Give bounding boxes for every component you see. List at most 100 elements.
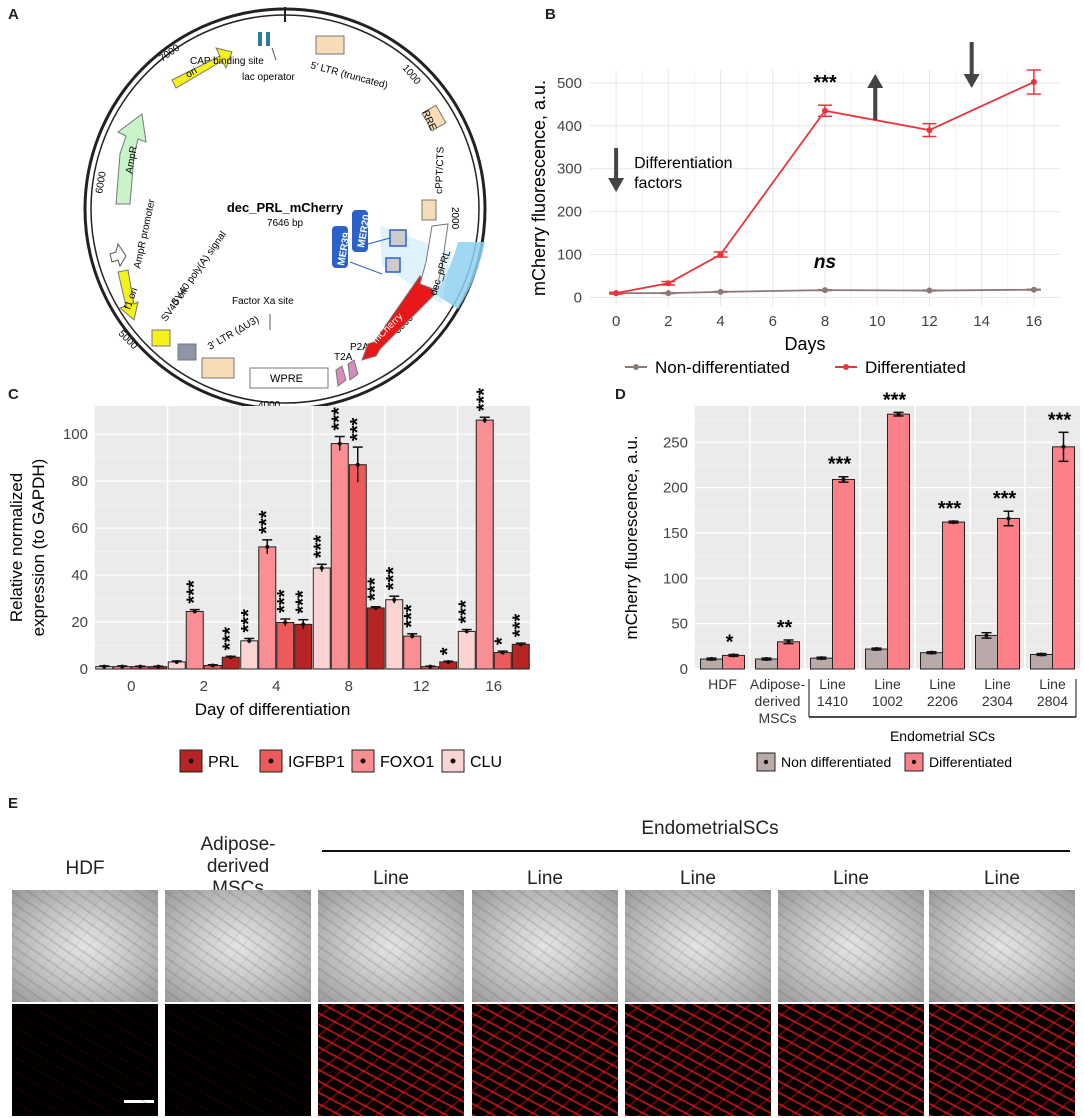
chart-c-point	[373, 605, 378, 610]
chart-c-point	[228, 655, 233, 660]
chart-c-legend-dot-2	[360, 758, 366, 764]
chart-c-bar	[385, 599, 404, 670]
plasmid-cap-label: CAP binding site	[190, 56, 264, 67]
chart-c-xtick: 0	[127, 678, 135, 695]
plasmid-ori-label: ori	[184, 66, 199, 81]
chart-c-legend-dot-1	[268, 758, 274, 764]
chart-b-legend-dot-0	[633, 364, 639, 370]
chart-c-sig: ***	[510, 614, 532, 638]
chart-c-point	[518, 642, 523, 647]
chart-d-xtick: MSCs	[758, 710, 796, 726]
chart-b-ytick: 100	[557, 247, 582, 264]
chart-c-point	[192, 609, 197, 614]
plasmid-size: 7646 bp	[267, 218, 304, 229]
chart-d-xtick: 2206	[927, 693, 958, 709]
chart-c-sig: ***	[347, 418, 369, 442]
chart-b-arrow-day0-head	[608, 178, 625, 192]
chart-c-point	[265, 544, 270, 549]
fluorescence-image-3	[472, 1004, 618, 1116]
chart-b-xtick: 8	[821, 313, 829, 330]
plasmid-lac-label: lac operator	[242, 72, 295, 83]
chart-c-bar	[493, 652, 512, 670]
panel-label-d: D	[615, 386, 626, 403]
chart-d-point	[819, 656, 824, 661]
chart-c-sig: ***	[456, 600, 478, 624]
chart-d-xtick: 2304	[982, 693, 1013, 709]
chart-c-xtick: 4	[272, 678, 280, 695]
column-header-line: Line	[984, 868, 1020, 889]
fluorescence-image-0	[12, 1004, 158, 1116]
scale-bar	[124, 1100, 154, 1103]
chart-b-xlabel: Days	[784, 334, 825, 354]
chart-c-sig: ***	[256, 510, 278, 534]
chart-c-point	[138, 664, 143, 669]
chart-d-bar	[887, 413, 910, 670]
chart-d-ytick: 200	[663, 480, 688, 497]
chart-b-point	[717, 251, 724, 258]
endometrial-group-line	[322, 850, 1070, 852]
plasmid-tick-4000: 4000	[258, 400, 281, 411]
chart-d-bar	[997, 517, 1020, 670]
chart-c-point	[283, 620, 288, 625]
chart-d-sig: *	[726, 631, 734, 653]
column-header-line: Line	[680, 868, 716, 889]
chart-d-bar	[722, 654, 745, 670]
chart-d-xtick: Line	[819, 676, 846, 692]
chart-b-xtick: 10	[869, 313, 886, 330]
plasmid-tick-7000: 7000	[157, 42, 182, 64]
chart-d-sig: ***	[1048, 409, 1072, 431]
chart-c-point	[337, 441, 342, 446]
chart-c-bar	[511, 643, 530, 670]
chart-c-point	[319, 566, 324, 571]
chart-c-point	[464, 629, 469, 634]
chart-b-xtick: 0	[612, 313, 620, 330]
chart-d-bar	[1052, 446, 1075, 670]
chart-b-xtick: 2	[664, 313, 672, 330]
chart-c-legend-dot-3	[450, 758, 456, 764]
chart-b-ytick: 500	[557, 75, 582, 92]
chart-c-sig: ***	[329, 407, 351, 431]
chart-c-ytick: 0	[80, 661, 88, 678]
chart-d-bar	[975, 634, 998, 670]
plasmid-tick-6000: 6000	[94, 170, 109, 194]
chart-b-ytick: 0	[574, 289, 582, 306]
chart-d-bar	[832, 478, 855, 670]
chart-b-point	[665, 280, 672, 287]
chart-d-point	[841, 477, 846, 482]
chart-d-point	[896, 412, 901, 417]
chart-c-ytick: 40	[71, 567, 88, 584]
chart-b: 0 100 200 300 400 500 0 2 4 6 8 10 12 14 16 Days mCherry…	[529, 42, 1060, 377]
chart-d-ytick: 50	[671, 616, 688, 633]
chart-c-legend-label-1: IGFBP1	[288, 754, 345, 771]
chart-d-sig: ***	[883, 389, 907, 411]
chart-c-point	[210, 663, 215, 668]
chart-b-point	[926, 127, 933, 134]
chart-c-sig: ***	[220, 627, 242, 651]
column-header-line: Line	[527, 868, 563, 889]
plasmid-t2a-label: T2A	[334, 352, 353, 363]
chart-c-point	[392, 597, 397, 602]
chart-b-xtick: 16	[1026, 313, 1043, 330]
chart-b-arrow-day14-head	[963, 74, 980, 88]
chart-c-bar	[403, 635, 422, 670]
chart-d-xtick: derived	[755, 693, 801, 709]
chart-d-sig: ***	[938, 498, 962, 520]
chart-b-series-line-0	[616, 288, 1034, 295]
fluorescence-image-1	[165, 1004, 311, 1116]
chart-c-sig: ***	[274, 589, 296, 613]
chart-c-legend-label-2: FOXO1	[380, 754, 434, 771]
chart-c-ylabel-2: expression (to GAPDH)	[29, 459, 48, 637]
chart-c-sig: ***	[365, 577, 387, 601]
chart-d-point	[731, 653, 736, 658]
chart-b-annotation-diff-1: Differentiation	[634, 155, 732, 172]
chart-c-sig: ***	[292, 590, 314, 614]
chart-c-xlabel: Day of differentiation	[195, 700, 351, 719]
plasmid-p2a-label: P2A	[350, 342, 369, 353]
chart-b-ytick: 300	[557, 161, 582, 178]
chart-c-bar	[366, 607, 385, 670]
chart-b-point	[822, 287, 828, 294]
chart-d-group-label: Endometrial SCs	[890, 728, 995, 744]
chart-d-point	[709, 657, 714, 662]
chart-c-point	[355, 462, 360, 467]
chart-d-point	[764, 657, 769, 662]
